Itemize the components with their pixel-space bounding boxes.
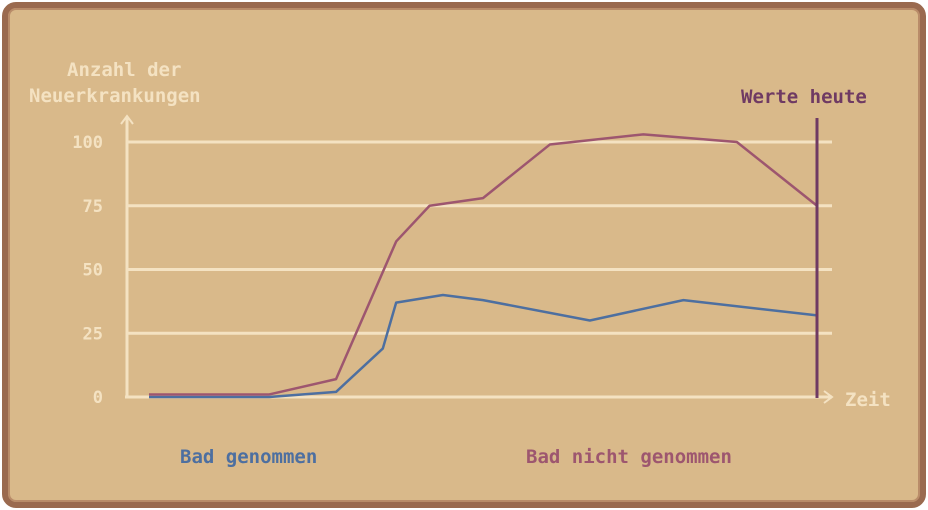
y-tick-label-0: 0: [93, 388, 103, 408]
y-axis-arrow: [120, 114, 134, 125]
y-tick-label-75: 75: [83, 197, 103, 217]
y-tick-label-100: 100: [72, 133, 103, 153]
y-axis-label-line-1: Anzahl der: [67, 59, 181, 81]
series-line-no-bath: [149, 133, 818, 396]
series-line-bath: [149, 293, 818, 399]
gridlines: [127, 140, 832, 335]
today-label: Werte heute: [741, 86, 867, 108]
legend-no-bath: Bad nicht genommen: [526, 446, 732, 468]
y-axis-label-line-2: Neuerkrankungen: [29, 85, 201, 107]
y-tick-labels: 0 25 50 75 100: [72, 133, 103, 408]
x-axis-label: Zeit: [845, 389, 891, 411]
y-tick-label-50: 50: [83, 261, 103, 281]
axes: [120, 114, 834, 404]
series-lines: [149, 133, 818, 399]
y-tick-label-25: 25: [83, 324, 103, 344]
legend-bath: Bad genommen: [180, 446, 317, 468]
x-axis-arrow: [823, 390, 834, 404]
